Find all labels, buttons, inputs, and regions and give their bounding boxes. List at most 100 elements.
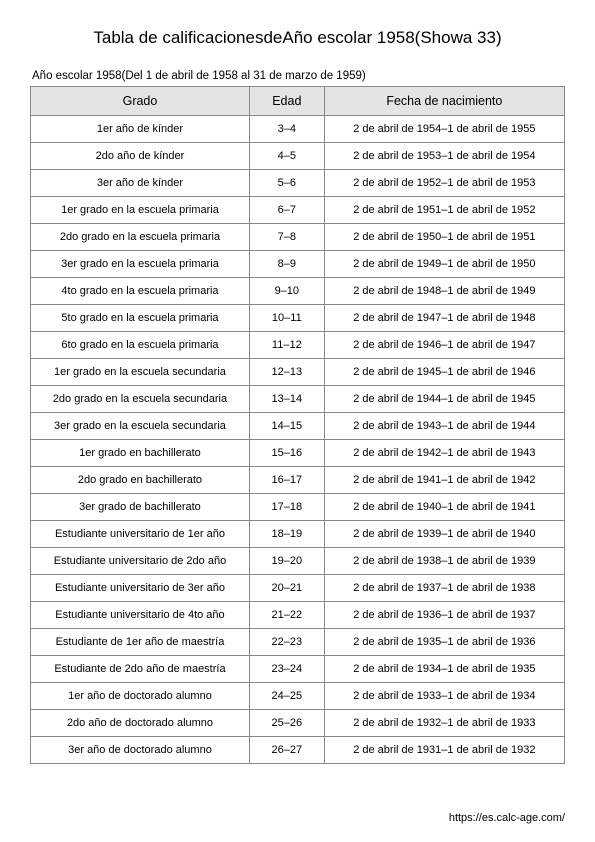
table-cell: 2 de abril de 1934–1 de abril de 1935 [324, 656, 564, 683]
table-row: 1er grado en la escuela primaria6–72 de … [31, 197, 565, 224]
table-cell: Estudiante universitario de 4to año [31, 602, 250, 629]
table-cell: 2do grado en la escuela primaria [31, 224, 250, 251]
table-cell: 2 de abril de 1951–1 de abril de 1952 [324, 197, 564, 224]
table-cell: 17–18 [249, 494, 324, 521]
table-cell: 2 de abril de 1953–1 de abril de 1954 [324, 143, 564, 170]
table-row: 5to grado en la escuela primaria10–112 d… [31, 305, 565, 332]
grades-table: Grado Edad Fecha de nacimiento 1er año d… [30, 86, 565, 764]
table-cell: 1er grado en la escuela primaria [31, 197, 250, 224]
table-cell: 11–12 [249, 332, 324, 359]
table-cell: Estudiante de 2do año de maestría [31, 656, 250, 683]
table-cell: 23–24 [249, 656, 324, 683]
table-row: 3er grado en la escuela secundaria14–152… [31, 413, 565, 440]
table-cell: 7–8 [249, 224, 324, 251]
table-cell: 3er año de doctorado alumno [31, 737, 250, 764]
table-row: 1er grado en la escuela secundaria12–132… [31, 359, 565, 386]
table-cell: 1er año de kínder [31, 116, 250, 143]
col-header-fecha: Fecha de nacimiento [324, 87, 564, 116]
table-cell: 8–9 [249, 251, 324, 278]
table-cell: 2 de abril de 1952–1 de abril de 1953 [324, 170, 564, 197]
page-container: Tabla de calificacionesdeAño escolar 195… [0, 0, 595, 764]
page-title: Tabla de calificacionesdeAño escolar 195… [30, 28, 565, 48]
table-cell: 2 de abril de 1933–1 de abril de 1934 [324, 683, 564, 710]
table-cell: 6–7 [249, 197, 324, 224]
table-cell: 1er año de doctorado alumno [31, 683, 250, 710]
table-cell: 19–20 [249, 548, 324, 575]
table-cell: 6to grado en la escuela primaria [31, 332, 250, 359]
table-cell: 2 de abril de 1949–1 de abril de 1950 [324, 251, 564, 278]
table-cell: Estudiante universitario de 1er año [31, 521, 250, 548]
table-cell: 2 de abril de 1950–1 de abril de 1951 [324, 224, 564, 251]
table-row: 2do grado en bachillerato16–172 de abril… [31, 467, 565, 494]
table-cell: 13–14 [249, 386, 324, 413]
table-cell: 24–25 [249, 683, 324, 710]
table-row: 3er año de doctorado alumno26–272 de abr… [31, 737, 565, 764]
table-cell: 4to grado en la escuela primaria [31, 278, 250, 305]
subtitle: Año escolar 1958(Del 1 de abril de 1958 … [32, 70, 565, 82]
table-cell: 2 de abril de 1945–1 de abril de 1946 [324, 359, 564, 386]
table-cell: 3er grado en la escuela secundaria [31, 413, 250, 440]
table-cell: 2do grado en la escuela secundaria [31, 386, 250, 413]
table-cell: 3er grado de bachillerato [31, 494, 250, 521]
table-cell: 5to grado en la escuela primaria [31, 305, 250, 332]
table-cell: 2 de abril de 1935–1 de abril de 1936 [324, 629, 564, 656]
table-cell: 25–26 [249, 710, 324, 737]
table-cell: 2do año de kínder [31, 143, 250, 170]
table-cell: 2 de abril de 1954–1 de abril de 1955 [324, 116, 564, 143]
table-cell: 2 de abril de 1948–1 de abril de 1949 [324, 278, 564, 305]
table-cell: 3er año de kínder [31, 170, 250, 197]
table-body: 1er año de kínder3–42 de abril de 1954–1… [31, 116, 565, 764]
table-cell: 2 de abril de 1941–1 de abril de 1942 [324, 467, 564, 494]
table-row: 1er año de doctorado alumno24–252 de abr… [31, 683, 565, 710]
table-cell: 26–27 [249, 737, 324, 764]
table-cell: 4–5 [249, 143, 324, 170]
table-cell: 20–21 [249, 575, 324, 602]
table-row: 2do grado en la escuela primaria7–82 de … [31, 224, 565, 251]
table-cell: 9–10 [249, 278, 324, 305]
table-cell: 12–13 [249, 359, 324, 386]
table-cell: 2 de abril de 1942–1 de abril de 1943 [324, 440, 564, 467]
table-row: 1er año de kínder3–42 de abril de 1954–1… [31, 116, 565, 143]
table-cell: 2 de abril de 1939–1 de abril de 1940 [324, 521, 564, 548]
table-row: 2do año de kínder4–52 de abril de 1953–1… [31, 143, 565, 170]
table-row: Estudiante de 2do año de maestría23–242 … [31, 656, 565, 683]
table-row: 1er grado en bachillerato15–162 de abril… [31, 440, 565, 467]
table-cell: 2 de abril de 1931–1 de abril de 1932 [324, 737, 564, 764]
table-cell: 1er grado en la escuela secundaria [31, 359, 250, 386]
table-cell: 2do grado en bachillerato [31, 467, 250, 494]
table-cell: 22–23 [249, 629, 324, 656]
table-row: 2do año de doctorado alumno25–262 de abr… [31, 710, 565, 737]
table-row: Estudiante universitario de 4to año21–22… [31, 602, 565, 629]
col-header-edad: Edad [249, 87, 324, 116]
table-cell: Estudiante universitario de 2do año [31, 548, 250, 575]
col-header-grado: Grado [31, 87, 250, 116]
table-row: 3er grado de bachillerato17–182 de abril… [31, 494, 565, 521]
table-cell: 2 de abril de 1938–1 de abril de 1939 [324, 548, 564, 575]
table-row: 6to grado en la escuela primaria11–122 d… [31, 332, 565, 359]
table-cell: 2 de abril de 1932–1 de abril de 1933 [324, 710, 564, 737]
table-row: Estudiante de 1er año de maestría22–232 … [31, 629, 565, 656]
table-cell: Estudiante universitario de 3er año [31, 575, 250, 602]
table-cell: 2 de abril de 1947–1 de abril de 1948 [324, 305, 564, 332]
table-row: Estudiante universitario de 1er año18–19… [31, 521, 565, 548]
table-cell: 16–17 [249, 467, 324, 494]
table-cell: 2 de abril de 1940–1 de abril de 1941 [324, 494, 564, 521]
table-cell: 3er grado en la escuela primaria [31, 251, 250, 278]
table-cell: 5–6 [249, 170, 324, 197]
table-row: 2do grado en la escuela secundaria13–142… [31, 386, 565, 413]
table-row: 3er grado en la escuela primaria8–92 de … [31, 251, 565, 278]
table-cell: 2do año de doctorado alumno [31, 710, 250, 737]
table-row: Estudiante universitario de 3er año20–21… [31, 575, 565, 602]
table-cell: 18–19 [249, 521, 324, 548]
table-cell: 3–4 [249, 116, 324, 143]
table-row: 3er año de kínder5–62 de abril de 1952–1… [31, 170, 565, 197]
table-cell: 2 de abril de 1946–1 de abril de 1947 [324, 332, 564, 359]
table-cell: 2 de abril de 1944–1 de abril de 1945 [324, 386, 564, 413]
table-cell: Estudiante de 1er año de maestría [31, 629, 250, 656]
table-cell: 14–15 [249, 413, 324, 440]
table-cell: 1er grado en bachillerato [31, 440, 250, 467]
table-cell: 2 de abril de 1943–1 de abril de 1944 [324, 413, 564, 440]
table-header-row: Grado Edad Fecha de nacimiento [31, 87, 565, 116]
table-cell: 21–22 [249, 602, 324, 629]
table-cell: 2 de abril de 1937–1 de abril de 1938 [324, 575, 564, 602]
